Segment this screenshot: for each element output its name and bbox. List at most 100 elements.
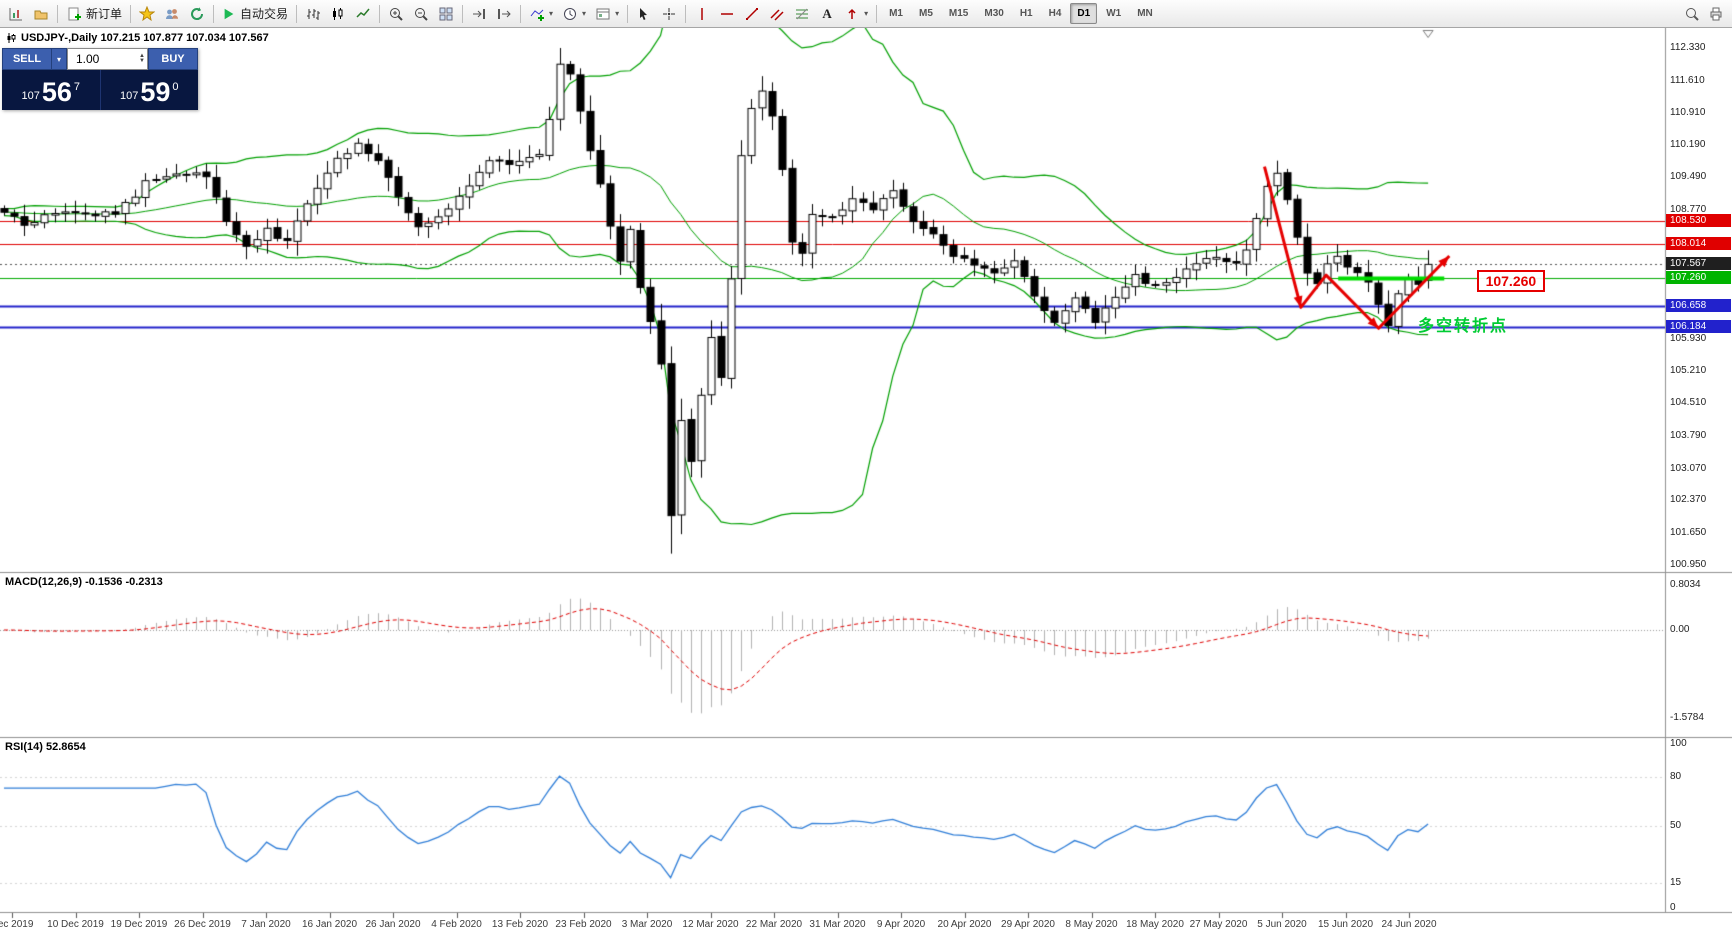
- price-tick-label: 110.190: [1670, 139, 1706, 151]
- timeframe-button-m15[interactable]: M15: [942, 3, 975, 24]
- line-chart-icon[interactable]: [351, 2, 375, 26]
- timeframe-button-h4[interactable]: H4: [1042, 3, 1069, 24]
- symbol-icon: [7, 33, 16, 43]
- volume-down-icon: ▼: [139, 58, 145, 64]
- fibonacci-icon[interactable]: [790, 2, 814, 26]
- sell-button[interactable]: SELL: [2, 48, 52, 70]
- print-icon[interactable]: [1704, 2, 1728, 26]
- one-click-trading-panel: SELL ▾ 1.00 ▲ ▼ BUY 107 56 7 107 59 0: [2, 48, 198, 110]
- price-tick-label: 112.330: [1670, 42, 1706, 53]
- turning-point-label[interactable]: 多空转折点: [1418, 318, 1509, 336]
- text-icon[interactable]: A: [815, 2, 839, 26]
- macd-scale-label: -1.5784: [1670, 712, 1704, 724]
- candlesticks-icon[interactable]: [326, 2, 350, 26]
- templates-icon[interactable]: ▾: [591, 2, 623, 26]
- horizontal-line-icon[interactable]: [715, 2, 739, 26]
- timeframe-button-d1[interactable]: D1: [1070, 3, 1098, 24]
- timeframe-button-w1[interactable]: W1: [1099, 3, 1128, 24]
- rsi-scale-label: 100: [1670, 738, 1687, 749]
- date-label: 9 Apr 2020: [876, 919, 926, 930]
- periods-icon[interactable]: ▾: [558, 2, 590, 26]
- date-label: 26 Jan 2020: [365, 919, 421, 930]
- new-order-label: 新订单: [86, 7, 123, 21]
- one-click-header: SELL ▾ 1.00 ▲ ▼ BUY: [2, 48, 198, 70]
- toolbar-separator: [213, 4, 215, 23]
- toolbar-separator: [627, 4, 629, 23]
- rsi-label: RSI(14) 52.8654: [5, 741, 86, 753]
- price-tick-label: 109.490: [1670, 171, 1707, 183]
- autotrading-label: 自动交易: [240, 7, 289, 21]
- chart-shift-icon[interactable]: [492, 2, 516, 26]
- sell-options-caret-icon[interactable]: ▾: [52, 48, 67, 70]
- timeframe-button-mn[interactable]: MN: [1130, 3, 1160, 24]
- favorites-icon[interactable]: [135, 2, 159, 26]
- timeframe-button-h1[interactable]: H1: [1013, 3, 1040, 24]
- one-click-prices: 107 56 7 107 59 0: [2, 70, 198, 110]
- price-annotation-label[interactable]: 107.260: [1476, 269, 1546, 292]
- price-tick-label: 105.210: [1670, 365, 1707, 377]
- search-icon[interactable]: [1680, 2, 1704, 26]
- date-label: 27 May 2020: [1189, 919, 1248, 930]
- vertical-line-icon[interactable]: [690, 2, 714, 26]
- date-label: 7 Jan 2020: [241, 919, 291, 930]
- price-tick-label: 103.070: [1670, 462, 1707, 474]
- timeframe-button-m30[interactable]: M30: [977, 3, 1010, 24]
- symbol-info: USDJPY-,Daily 107.215 107.877 107.034 10…: [6, 32, 269, 44]
- date-label: 3 Mar 2020: [621, 919, 673, 930]
- community-icon[interactable]: [160, 2, 184, 26]
- indicators-icon[interactable]: ▾: [525, 2, 557, 26]
- current-price-badge: 107.567: [1666, 257, 1731, 271]
- date-label: 19 Dec 2019: [110, 919, 168, 930]
- date-label: Dec 2019: [0, 919, 34, 930]
- cursor-icon[interactable]: [632, 2, 656, 26]
- price-tick-label: 103.790: [1670, 429, 1707, 441]
- toolbar-separator: [520, 4, 522, 23]
- new-chart-icon[interactable]: [4, 2, 28, 26]
- trendline-icon[interactable]: [740, 2, 764, 26]
- equidistant-channel-icon[interactable]: [765, 2, 789, 26]
- buy-button[interactable]: BUY: [148, 48, 198, 70]
- chart-canvas[interactable]: [0, 28, 1732, 950]
- chart-window: USDJPY-,Daily 107.215 107.877 107.034 10…: [0, 28, 1732, 950]
- rsi-scale-label: 0: [1670, 902, 1676, 913]
- new-order-button[interactable]: 新订单: [62, 2, 126, 26]
- arrows-tool-icon[interactable]: ▾: [840, 2, 872, 26]
- toolbar-separator: [130, 4, 132, 23]
- price-level-badge: 106.184: [1666, 320, 1731, 334]
- date-label: 23 Feb 2020: [555, 919, 612, 930]
- price-tick-label: 104.510: [1670, 397, 1707, 409]
- volume-input[interactable]: 1.00 ▲ ▼: [67, 48, 148, 70]
- toolbar-separator: [57, 4, 58, 23]
- indicators-caret-icon: ▾: [549, 9, 554, 18]
- sell-price[interactable]: 107 56 7: [2, 70, 101, 110]
- toolbar-separator: [379, 4, 381, 23]
- timeframe-button-m1[interactable]: M1: [882, 3, 910, 24]
- macd-scale-label: 0.00: [1670, 624, 1690, 635]
- date-label: 13 Feb 2020: [491, 919, 549, 930]
- date-label: 31 Mar 2020: [809, 919, 866, 930]
- periods-caret-icon: ▾: [582, 9, 587, 18]
- price-level-badge: 107.260: [1666, 271, 1731, 285]
- volume-value: 1.00: [76, 52, 100, 66]
- crosshair-icon[interactable]: [657, 2, 681, 26]
- chart-profiles-icon[interactable]: [29, 2, 53, 26]
- volume-spinner[interactable]: ▲ ▼: [139, 53, 145, 64]
- buy-price[interactable]: 107 59 0: [119, 77, 179, 107]
- zoom-in-icon[interactable]: [384, 2, 408, 26]
- rsi-scale-label: 15: [1670, 877, 1682, 889]
- date-label: 22 Mar 2020: [745, 919, 803, 930]
- date-label: 12 Mar 2020: [682, 919, 739, 930]
- date-label: 10 Dec 2019: [47, 919, 104, 930]
- autotrading-button[interactable]: 自动交易: [218, 2, 292, 26]
- toolbar-separator: [462, 4, 464, 23]
- refresh-icon[interactable]: [185, 2, 209, 26]
- date-label: 20 Apr 2020: [937, 919, 992, 930]
- tile-windows-icon[interactable]: [434, 2, 458, 26]
- zoom-out-icon[interactable]: [409, 2, 433, 26]
- ohlc-bars-icon[interactable]: [301, 2, 325, 26]
- price-tick-label: 110.910: [1670, 106, 1706, 118]
- auto-scroll-icon[interactable]: [467, 2, 491, 26]
- price-tick-label: 111.610: [1670, 74, 1705, 86]
- timeframe-button-m5[interactable]: M5: [912, 3, 940, 24]
